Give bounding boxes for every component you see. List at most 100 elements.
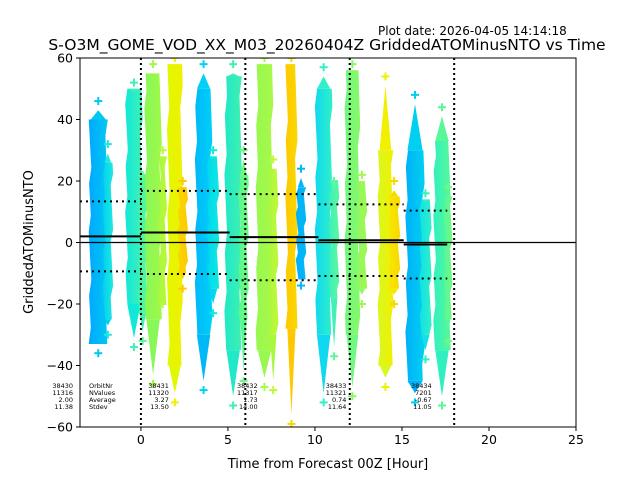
outlier-point [269, 386, 278, 395]
stripe-tip-bottom [196, 334, 211, 381]
outlier-point [444, 183, 453, 192]
outlier-point [437, 103, 446, 112]
stripe-tip-top [346, 70, 359, 74]
outlier-point [357, 300, 366, 308]
x-axis-label: Time from Forecast 00Z [Hour] [227, 457, 429, 472]
y-tick-label: −40 [47, 358, 73, 373]
scatter-stripe [125, 88, 143, 304]
outlier-point [209, 146, 218, 155]
scatter-stripe [177, 187, 188, 274]
outlier-point [158, 300, 167, 308]
outlier-point [297, 164, 306, 173]
orbit-stat-orbit: 38430 [52, 382, 73, 390]
outlier-point [297, 281, 306, 290]
scatter-stripe [268, 168, 279, 335]
outlier-point [421, 355, 430, 364]
outlier-point [390, 300, 399, 308]
y-tick-label: −20 [47, 297, 73, 312]
stripe-tip-top [435, 116, 449, 142]
outlier-point [239, 146, 248, 155]
x-tick-label: 20 [481, 432, 497, 447]
scatter-stripe [419, 199, 432, 335]
outlier-point [319, 398, 328, 407]
x-tick-label: 0 [137, 432, 145, 447]
stripe-tip-bottom [139, 313, 146, 332]
outlier-point [158, 146, 167, 155]
orbit-stat-average: 3.27 [154, 396, 168, 404]
stripe-tip-top [407, 104, 423, 151]
outlier-point [390, 177, 399, 185]
stripe-tip-bottom [358, 288, 366, 295]
stripe-tip-top [104, 153, 112, 163]
stripe-tip-bottom [390, 288, 399, 295]
stripe-tip-top [330, 181, 338, 191]
outlier-point [330, 177, 339, 185]
outlier-point [170, 58, 179, 62]
outlier-point [229, 60, 238, 69]
outlier-point [178, 284, 187, 293]
stripe-tip-bottom [104, 319, 112, 326]
y-tick-label: −60 [47, 420, 73, 435]
y-tick-label: 40 [57, 112, 73, 127]
stripe-tip-bottom [240, 319, 247, 372]
stripe-tip-top [179, 187, 186, 191]
orbit-stat-stdev: 13.50 [150, 403, 169, 411]
outlier-point [260, 383, 269, 392]
y-tick-label: 60 [57, 51, 73, 66]
y-tick-label: 20 [57, 174, 73, 189]
outlier-point [103, 330, 112, 339]
stripe-tip-top [127, 88, 141, 92]
y-tick-label: 0 [65, 235, 73, 250]
x-tick-label: 5 [224, 432, 232, 447]
outlier-point [149, 60, 158, 69]
stripe-tip-bottom [146, 319, 160, 375]
outlier-point [129, 78, 138, 87]
outlier-point [199, 60, 208, 69]
stats-label: OrbitNr [89, 382, 113, 390]
stats-label: Average [89, 396, 116, 404]
stripe-tip-top [390, 190, 399, 197]
x-tick-label: 10 [307, 432, 323, 447]
outlier-point [229, 401, 238, 410]
stripe-tip-top [316, 76, 331, 89]
scatter-stripe [443, 196, 453, 320]
y-axis-label: GriddedATOMinusNTO [22, 170, 37, 314]
scatter-stripe [224, 76, 242, 351]
stats-label: NValues [89, 389, 116, 397]
outlier-point [269, 155, 278, 164]
stripe-tip-bottom [226, 350, 240, 397]
stripe-tip-bottom [435, 350, 449, 397]
stripe-tip-bottom [330, 297, 338, 348]
orbit-stat-nvalues: 11320 [148, 389, 169, 397]
outlier-point [421, 189, 430, 198]
outlier-point [94, 97, 103, 106]
scatter-stripe [314, 88, 333, 335]
outlier-point [348, 392, 357, 401]
stripe-tip-bottom [297, 276, 305, 280]
outlier-point [209, 309, 218, 318]
stripe-tip-bottom [209, 288, 218, 304]
stripe-tip-top [240, 159, 247, 175]
outlier-point [199, 386, 208, 395]
orbit-stat-orbit: 38433 [326, 382, 347, 390]
orbit-stat-nvalues: 11317 [237, 389, 258, 397]
scatter-stripe [238, 174, 249, 320]
stripe-tip-bottom [379, 365, 392, 378]
x-tick-label: 15 [394, 432, 410, 447]
outlier-point [357, 170, 366, 179]
chart-title: S-O3M_GOME_VOD_XX_M03_20260404Z GriddedA… [48, 36, 605, 55]
outlier-point [129, 343, 138, 352]
outlier-point [319, 63, 328, 72]
orbit-stat-nvalues: 7201 [415, 389, 432, 397]
stripe-tip-top [297, 177, 305, 188]
stripe-tip-top [287, 64, 296, 68]
outlier-point [381, 383, 390, 392]
orbit-stat-orbit: 38434 [411, 382, 432, 390]
stripe-tip-top [169, 64, 181, 68]
stripe-tip-bottom [421, 334, 430, 351]
scatter-stripe [285, 64, 298, 329]
outlier-point [444, 336, 453, 345]
outlier-point [178, 177, 187, 185]
x-tick-label: 25 [568, 432, 584, 447]
